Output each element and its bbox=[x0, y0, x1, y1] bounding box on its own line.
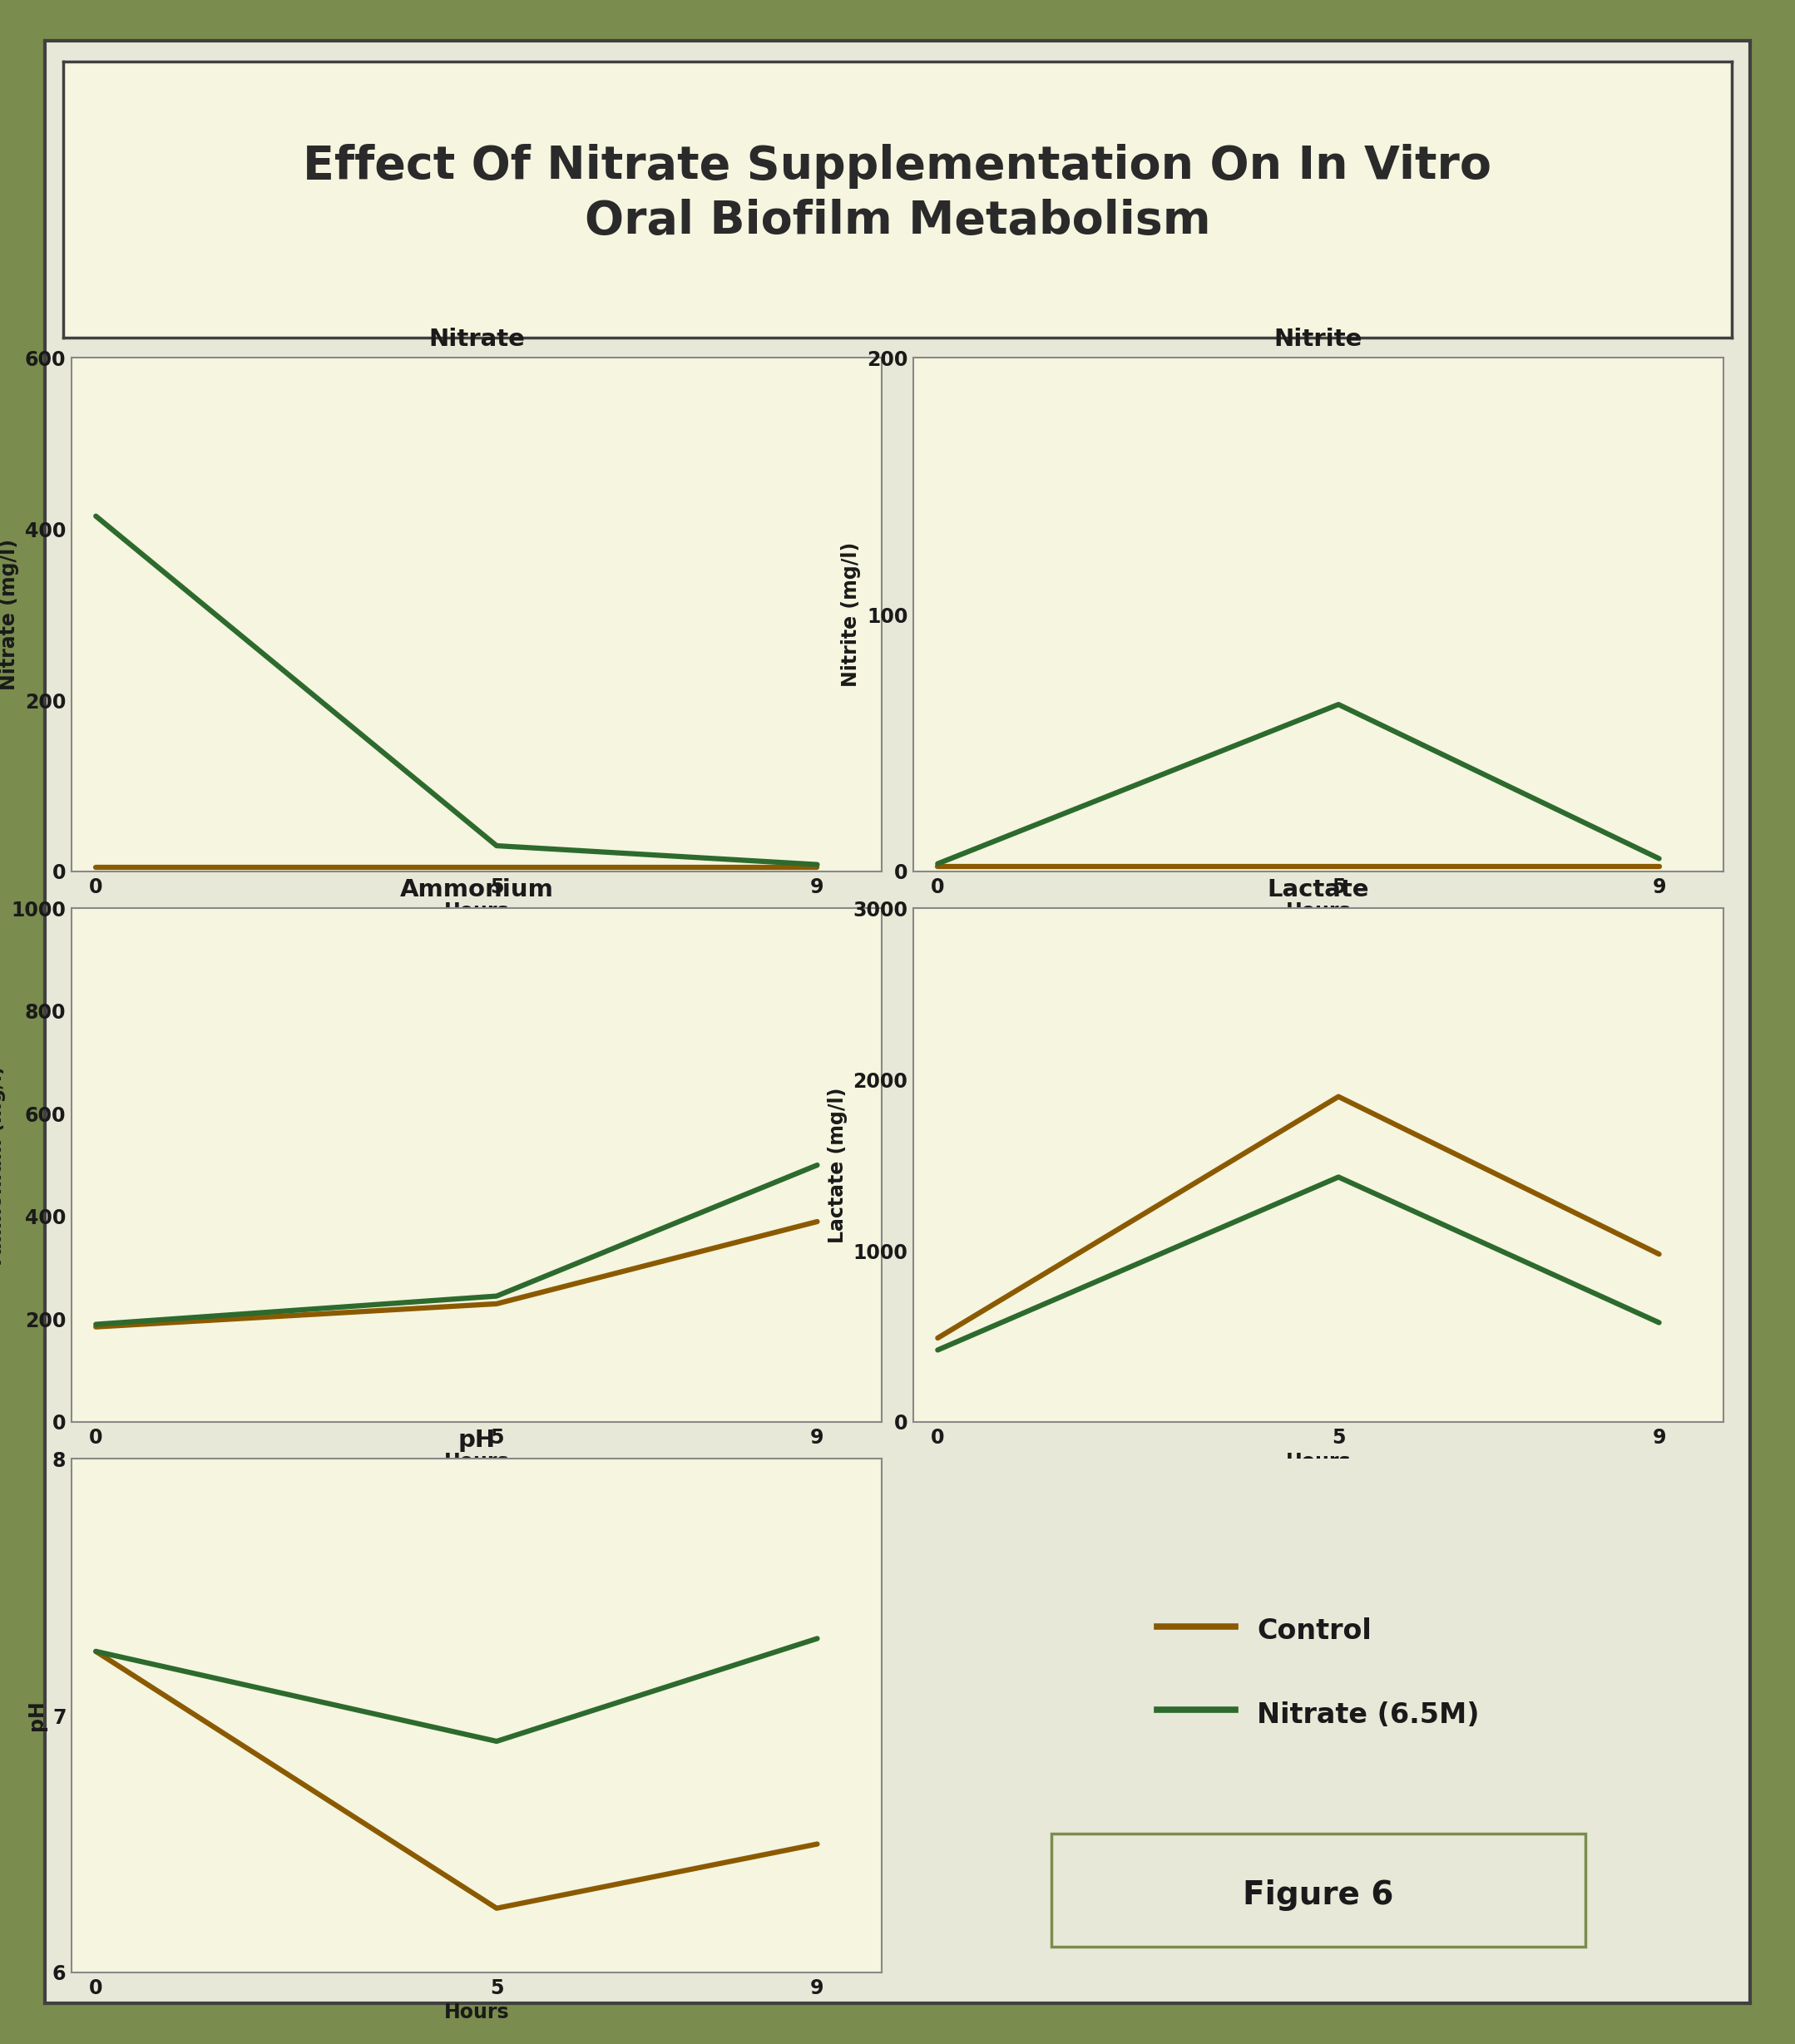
Text: Effect Of Nitrate Supplementation On In Vitro
Oral Biofilm Metabolism: Effect Of Nitrate Supplementation On In … bbox=[303, 143, 1492, 243]
Y-axis label: Nitrite (mg/l): Nitrite (mg/l) bbox=[842, 542, 862, 687]
Text: Figure 6: Figure 6 bbox=[1242, 1880, 1395, 1911]
Y-axis label: Lactate (mg/l): Lactate (mg/l) bbox=[827, 1087, 847, 1243]
X-axis label: Hours: Hours bbox=[443, 901, 510, 922]
Title: Nitrate: Nitrate bbox=[429, 327, 524, 352]
Legend: Control, Nitrate (6.5M): Control, Nitrate (6.5M) bbox=[1129, 1586, 1508, 1758]
Title: Nitrite: Nitrite bbox=[1274, 327, 1362, 352]
X-axis label: Hours: Hours bbox=[1285, 1453, 1352, 1472]
X-axis label: Hours: Hours bbox=[1285, 901, 1352, 922]
X-axis label: Hours: Hours bbox=[443, 1453, 510, 1472]
Title: Ammonium: Ammonium bbox=[400, 879, 553, 901]
Y-axis label: Ammonium (mg/l): Ammonium (mg/l) bbox=[0, 1065, 5, 1265]
Title: Lactate: Lactate bbox=[1267, 879, 1370, 901]
Y-axis label: pH: pH bbox=[27, 1701, 47, 1731]
Y-axis label: Nitrate (mg/l): Nitrate (mg/l) bbox=[0, 540, 20, 691]
X-axis label: Hours: Hours bbox=[443, 2003, 510, 2024]
Title: pH: pH bbox=[458, 1429, 495, 1451]
